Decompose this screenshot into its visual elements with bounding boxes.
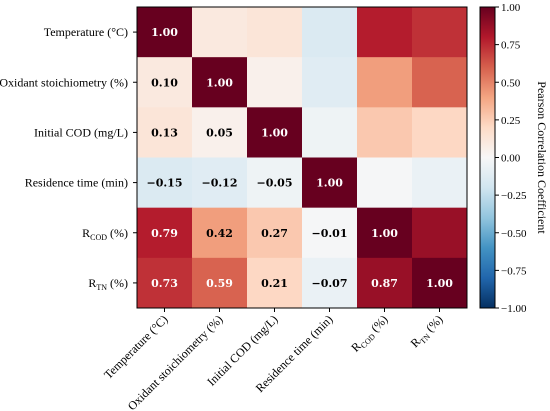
cell-value-label: 0.05 (206, 126, 233, 139)
heatmap-cell (412, 257, 468, 309)
heatmap-cell (302, 257, 358, 309)
heatmap-cell (137, 207, 193, 259)
heatmap-cell (412, 57, 468, 108)
heatmap-cell (412, 107, 468, 158)
heatmap-cell (357, 157, 413, 209)
row-label: Temperature (°C) (44, 25, 128, 39)
cell-value-label: −0.12 (201, 177, 237, 190)
cell-value-label: 1.00 (151, 26, 178, 39)
heatmap-cell (247, 157, 303, 209)
colorbar-tick-label: −0.50 (501, 228, 527, 240)
colorbar-tick-label: 0.75 (501, 40, 521, 52)
heatmap-cell (357, 257, 413, 309)
heatmap-cell (302, 7, 358, 58)
heatmap-cell (357, 7, 413, 58)
heatmap-cell (302, 157, 358, 209)
row-label: RCOD (%) (82, 226, 128, 242)
colorbar-tick-label: 0.50 (501, 77, 521, 89)
cell-value-label: 0.73 (151, 277, 178, 290)
colorbar (479, 6, 496, 309)
heatmap-cell-labels: 1.00 0.10 1.00 0.13 0.05 1.00 −0.15 −0.12 −0.05 1… (146, 26, 453, 290)
cell-value-label: 0.10 (151, 76, 178, 89)
heatmap-cell (192, 157, 248, 209)
heatmap-cell (302, 207, 358, 259)
cell-value-label: 1.00 (206, 76, 233, 89)
cell-value-label: −0.01 (311, 227, 347, 240)
heatmap-cell (357, 107, 413, 158)
cell-value-label: −0.15 (146, 177, 182, 190)
heatmap-cell (357, 207, 413, 259)
heatmap-cell (247, 207, 303, 259)
heatmap-cell (412, 7, 468, 58)
cell-value-label: 0.13 (151, 126, 178, 139)
cell-value-label: 0.59 (206, 277, 233, 290)
heatmap-cell (357, 57, 413, 108)
heatmap-cell (247, 7, 303, 58)
colorbar-tick-label: −0.25 (501, 190, 527, 202)
colorbar-tick-label: 1.00 (501, 2, 521, 14)
row-label: Residence time (min) (25, 176, 128, 190)
cell-value-label: 0.87 (371, 277, 398, 290)
cell-value-label: 0.42 (206, 227, 233, 240)
heatmap-cell (137, 57, 193, 108)
row-label: Initial COD (mg/L) (34, 125, 128, 139)
column-labels: Temperature (°C)Oxidant stoichiometry (%… (101, 308, 447, 411)
heatmap-cell (137, 157, 193, 209)
row-label: Oxidant stoichiometry (%) (0, 75, 128, 89)
heatmap-cell (192, 57, 248, 108)
column-label: Oxidant stoichiometry (%) (125, 312, 226, 411)
heatmap-cell (192, 107, 248, 158)
cell-value-label: −0.05 (256, 177, 292, 190)
heatmap-cell (137, 107, 193, 158)
column-label: RCOD (%) (348, 312, 392, 356)
heatmap-cell (412, 157, 468, 209)
heatmap-cell (137, 257, 193, 309)
cell-value-label: 1.00 (371, 227, 398, 240)
row-label: RTN (%) (88, 276, 128, 292)
cell-value-label: 1.00 (261, 126, 288, 139)
heatmap-cell (247, 107, 303, 158)
cell-value-label: 0.79 (151, 227, 178, 240)
heatmap-cell (302, 57, 358, 108)
colorbar-tick-label: −1.00 (501, 303, 527, 315)
column-label: RTN (%) (408, 312, 447, 351)
colorbar-label: Pearson Correlation Coefficient (535, 81, 549, 234)
colorbar-ticks: 1.00 0.75 0.50 0.25 0.00 −0.25 −0.50 −0.75 −1.00 (495, 2, 527, 315)
heatmap-cell (412, 207, 468, 259)
cell-value-label: −0.07 (311, 277, 347, 290)
row-labels: Temperature (°C) Oxidant stoichiometry (%… (0, 25, 137, 292)
heatmap-cell (247, 257, 303, 309)
colorbar-tick-label: 0.00 (501, 153, 521, 165)
cell-value-label: 1.00 (316, 177, 343, 190)
colorbar-tick-label: −0.75 (501, 265, 527, 277)
heatmap-cell (247, 57, 303, 108)
cell-value-label: 1.00 (426, 277, 453, 290)
cell-value-label: 0.27 (261, 227, 288, 240)
heatmap-frame (136, 6, 468, 309)
heatmap-cell (302, 107, 358, 158)
cell-value-label: 0.21 (261, 277, 288, 290)
heatmap-cell (192, 7, 248, 58)
heatmap-cell (192, 257, 248, 309)
heatmap-cells (137, 7, 468, 309)
colorbar-tick-label: 0.25 (501, 115, 521, 127)
heatmap-cell (192, 207, 248, 259)
heatmap-cell (137, 7, 193, 58)
